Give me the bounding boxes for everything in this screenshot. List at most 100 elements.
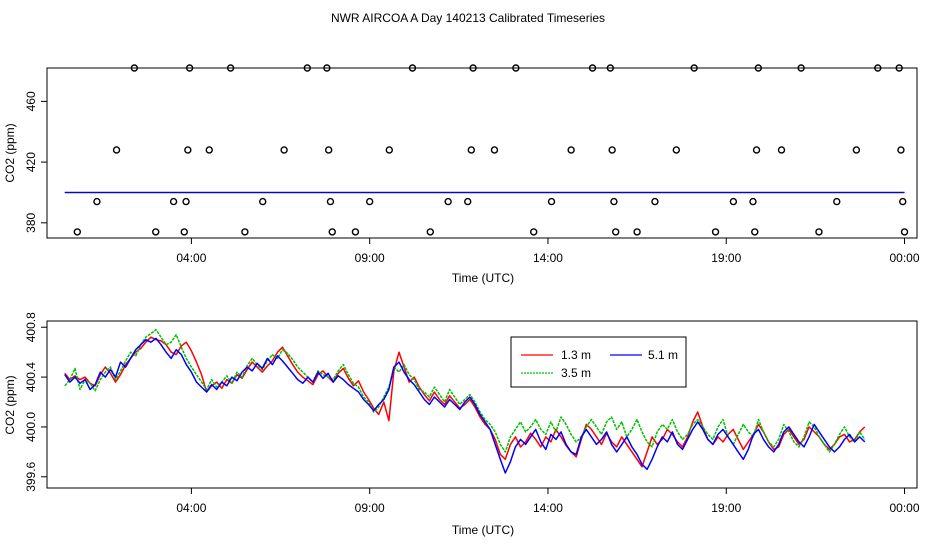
y-tick-label: 380 (24, 212, 38, 232)
outlier-point (899, 197, 907, 206)
outlier-point (93, 197, 101, 206)
legend-box (510, 336, 687, 388)
series-line-5-1-m (64, 337, 866, 474)
y-tick-label: 399.6 (24, 461, 38, 491)
y-axis-top: 380 420 460 (24, 91, 47, 233)
outlier-point (385, 146, 393, 154)
outlier-point (259, 197, 267, 206)
outlier-point (530, 228, 538, 236)
outlier-point (651, 197, 659, 206)
x-tick-label: 04:00 (176, 251, 206, 265)
outlier-point (797, 64, 805, 72)
x-axis-bottom: 04:00 09:00 14:00 19:00 00:00 (176, 488, 920, 515)
outlier-point (874, 64, 882, 72)
y-axis-label-top: CO2 (ppm) (3, 123, 17, 182)
outlier-point (303, 64, 311, 72)
outlier-point (754, 64, 763, 72)
panel-top: Time (UTC) CO2 (ppm) 04:00 09:00 14:00 19:0… (3, 64, 920, 285)
outlier-point (324, 146, 333, 154)
x-axis-label-bottom: Time (UTC) (452, 523, 514, 537)
outlier-point (226, 64, 235, 72)
x-tick-label: 09:00 (355, 501, 385, 515)
outlier-point (169, 197, 178, 206)
y-axis-label-bottom: CO2 (ppm) (3, 375, 17, 434)
outlier-point (711, 228, 720, 236)
figure-title: NWR AIRCOA A Day 140213 Calibrated Times… (331, 11, 605, 25)
outlier-point (323, 64, 331, 72)
x-tick-label: 00:00 (890, 251, 920, 265)
series-line-1-3-m (64, 336, 866, 468)
outlier-point (672, 146, 681, 154)
outlier-point (897, 146, 905, 154)
outlier-point (184, 146, 192, 154)
outlier-point (612, 228, 620, 236)
outlier-point (185, 64, 194, 72)
outlier-point (467, 146, 476, 154)
outlier-point (73, 228, 82, 236)
x-tick-label: 19:00 (711, 251, 741, 265)
x-tick-label: 19:00 (711, 501, 741, 515)
x-tick-label: 14:00 (533, 501, 563, 515)
outlier-point (547, 197, 556, 206)
legend: 1.3 m 3.5 m 5.1 m (510, 336, 687, 388)
x-tick-label: 04:00 (176, 501, 206, 515)
outlier-point (729, 197, 738, 206)
legend-label-5-1m: 5.1 m (648, 348, 678, 362)
outlier-point (469, 64, 477, 72)
plot-frame-bottom (46, 320, 918, 489)
y-tick-label: 400.0 (24, 412, 38, 442)
outlier-point (815, 228, 823, 236)
outlier-point (567, 146, 575, 154)
y-tick-label: 420 (24, 152, 38, 172)
x-axis-label-top: Time (UTC) (452, 271, 514, 285)
outlier-point (608, 146, 616, 154)
outlier-point (512, 64, 520, 72)
outlier-point (328, 228, 336, 236)
legend-label-1-3m: 1.3 m (561, 348, 591, 362)
outlier-point (752, 146, 761, 154)
outlier-point (408, 64, 417, 72)
outlier-point (444, 197, 452, 206)
x-tick-label: 09:00 (355, 251, 385, 265)
outlier-point (152, 228, 160, 236)
x-axis-top: 04:00 09:00 14:00 19:00 00:00 (176, 238, 920, 265)
outlier-point (900, 228, 909, 236)
outlier-point (365, 197, 374, 206)
outlier-point (610, 197, 618, 206)
outlier-point (690, 64, 698, 72)
outlier-points (73, 64, 909, 236)
x-tick-label: 00:00 (890, 501, 920, 515)
outlier-point (606, 64, 615, 72)
outlier-point (241, 228, 249, 236)
y-tick-label: 460 (24, 91, 38, 111)
y-axis-bottom: 399.6 400.0 400.4 400.8 (24, 312, 47, 492)
outlier-point (326, 197, 335, 206)
outlier-point (490, 146, 499, 154)
outlier-point (777, 146, 786, 154)
y-tick-label: 400.8 (24, 312, 38, 342)
legend-label-3-5m: 3.5 m (561, 366, 591, 380)
outlier-point (751, 228, 759, 236)
outlier-point (182, 197, 190, 206)
outlier-point (464, 197, 472, 206)
series-lines (64, 328, 866, 474)
outlier-point (351, 228, 360, 236)
outlier-point (895, 64, 903, 72)
outlier-point (180, 228, 188, 236)
x-tick-label: 14:00 (533, 251, 563, 265)
outlier-point (833, 197, 841, 206)
panel-bottom: Time (UTC) CO2 (ppm) 04:00 09:00 14:00 19:0… (3, 312, 920, 537)
outlier-point (426, 228, 434, 236)
plot-frame-top (46, 67, 918, 239)
outlier-point (852, 146, 861, 154)
outlier-point (280, 146, 288, 154)
outlier-point (633, 228, 641, 236)
outlier-point (205, 146, 213, 154)
y-tick-label: 400.4 (24, 362, 38, 392)
outlier-point (588, 64, 597, 72)
outlier-point (130, 64, 139, 72)
outlier-point (749, 197, 757, 206)
outlier-point (112, 146, 121, 154)
